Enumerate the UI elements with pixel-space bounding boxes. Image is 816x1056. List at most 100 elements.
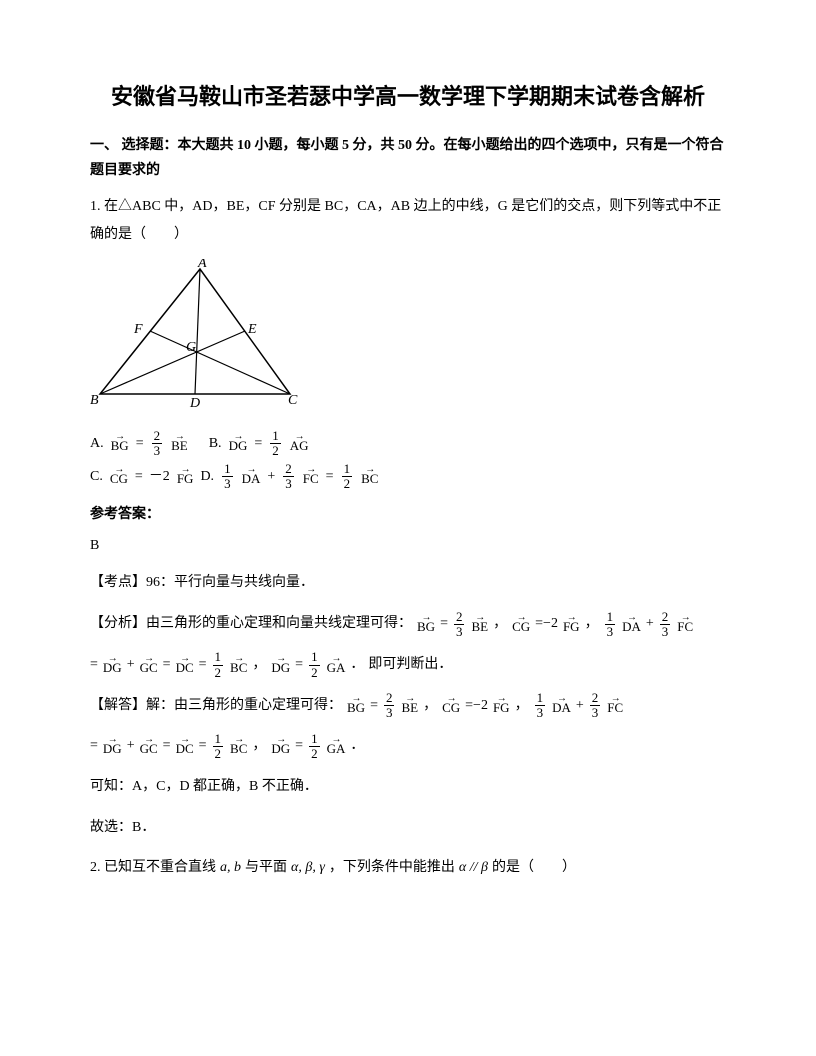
neg2: －2 (149, 464, 170, 489)
vec-be2: →BE (471, 616, 488, 633)
vec-dg6: →DG (103, 738, 122, 755)
vec-ga7: →GA (327, 738, 346, 755)
eq-sign: = (199, 650, 207, 681)
vec-da5: →DA (552, 697, 571, 714)
figure-label-a: A (197, 259, 207, 271)
q2-text-c: ，下列条件中能推出 (329, 854, 455, 882)
vec-fc2: →FC (677, 616, 693, 633)
comma: ， (252, 650, 266, 681)
comma: ， (423, 691, 437, 722)
conclusion-2: 故选：B． (90, 813, 726, 844)
vec-cg5: →CG (442, 697, 460, 714)
frac-23f: 23 (590, 691, 601, 721)
opt-b-label: B. (209, 431, 222, 456)
q1-options-ab: A. →BG = 23 →BE B. →DG = 12 →AG (90, 429, 726, 459)
vec-fc5: →FC (607, 697, 623, 714)
frac-13: 13 (605, 610, 616, 640)
frac-12c: 12 (213, 650, 224, 680)
reference-answer-label: 参考答案： (90, 502, 726, 527)
figure-label-d: D (189, 396, 200, 409)
vec-bc: →BC (361, 468, 378, 485)
plus-sign: + (646, 609, 654, 640)
vec-fc: →FC (303, 468, 319, 485)
q2-ab: a, b (220, 854, 241, 882)
vec-ga4: →GA (327, 657, 346, 674)
eq-sign: = (163, 731, 171, 762)
neg2b: =−2 (465, 691, 488, 722)
plus-sign: + (127, 650, 135, 681)
vec-be5: →BE (401, 697, 418, 714)
vec-ag: →AG (290, 435, 309, 452)
q2-aby: α, β, γ (291, 854, 325, 882)
vec-bg2: →BG (417, 616, 435, 633)
analysis-head: 【分析】由三角形的重心定理和向量共线定理可得： (90, 609, 412, 640)
vec-da: →DA (242, 468, 261, 485)
frac-12h: 12 (309, 732, 320, 762)
vec-fg5: →FG (493, 697, 510, 714)
frac-23: 23 (454, 610, 465, 640)
opt-c-label: C. (90, 464, 103, 489)
vec-cg: →CG (110, 468, 128, 485)
vec-dc3: →DC (176, 657, 194, 674)
vec-dg4: →DG (271, 657, 290, 674)
vec-fg2: →FG (563, 616, 580, 633)
frac-12-d: 12 (342, 462, 353, 492)
vec-dg: →DG (229, 435, 248, 452)
page-title: 安徽省马鞍山市圣若瑟中学高一数学理下学期期末试卷含解析 (90, 80, 726, 113)
figure-label-e: E (247, 322, 257, 337)
analysis-row2: = →DG + →GC = →DC = 12 →BC ， →DG = 12 →G… (90, 650, 726, 681)
frac-12d: 12 (309, 650, 320, 680)
vec-cg2: →CG (512, 616, 530, 633)
exam-point: 【考点】96：平行向量与共线向量． (90, 568, 726, 599)
period: ． (350, 731, 364, 762)
section-1-heading: 一、 选择题：本大题共 10 小题，每小题 5 分，共 50 分。在每小题给出的… (90, 133, 726, 183)
q2-apb: α // β (459, 854, 488, 882)
eq-sign: = (90, 650, 98, 681)
q2-text-d: 的是（ ） (492, 854, 576, 882)
q2-text-a: 2. 已知互不重合直线 (90, 854, 216, 882)
plus-sign: + (576, 691, 584, 722)
frac-23b: 23 (660, 610, 671, 640)
vec-da2: →DA (622, 616, 641, 633)
comma: ， (515, 691, 529, 722)
q2-text-b: 与平面 (245, 854, 287, 882)
eq-sign: = (254, 431, 262, 456)
frac-23e: 23 (384, 691, 395, 721)
vec-fg: →FG (177, 468, 194, 485)
vec-be: →BE (171, 435, 188, 452)
vec-gc6: →GC (140, 738, 158, 755)
solve-row2: = →DG + →GC = →DC = 12 →BC ， →DG = 12 →G… (90, 731, 726, 762)
frac-23-d: 23 (283, 462, 294, 492)
eq-sign: = (440, 609, 448, 640)
q2-stem: 2. 已知互不重合直线 a, b 与平面 α, β, γ ，下列条件中能推出 α… (90, 854, 726, 882)
conclusion-1: 可知：A，C，D 都正确，B 不正确． (90, 772, 726, 803)
solve-head: 【解答】解：由三角形的重心定理可得： (90, 691, 342, 722)
vec-gc3: →GC (140, 657, 158, 674)
vec-bc3: →BC (230, 657, 247, 674)
eq-sign: = (295, 650, 303, 681)
frac-12g: 12 (213, 732, 224, 762)
comma: ， (585, 609, 599, 640)
answer-value: B (90, 533, 726, 558)
figure-label-f: F (133, 322, 143, 337)
comma: ， (493, 609, 507, 640)
figure-label-b: B (90, 393, 99, 408)
eq-sign: = (90, 731, 98, 762)
eq-sign: = (199, 731, 207, 762)
opt-d-label: D. (200, 464, 214, 489)
vec-bg5: →BG (347, 697, 365, 714)
triangle-figure: A B C D E F G (90, 259, 726, 418)
vec-bg: →BG (111, 435, 129, 452)
vec-dg3: →DG (103, 657, 122, 674)
judge-tail: 即可判断出． (368, 650, 452, 681)
vec-bc6: →BC (230, 738, 247, 755)
vec-dg7: →DG (271, 738, 290, 755)
eq-sign: = (295, 731, 303, 762)
eq-sign: = (163, 650, 171, 681)
solve-row: 【解答】解：由三角形的重心定理可得： →BG = 23 →BE ， →CG =−… (90, 691, 726, 722)
q1-options-cd: C. →CG = －2 →FG D. 13 →DA + 23 →FC = 12 … (90, 462, 726, 492)
eq-sign: = (135, 464, 143, 489)
plus-sign: + (267, 464, 275, 489)
vec-dc6: →DC (176, 738, 194, 755)
frac-12-b: 12 (270, 429, 281, 459)
